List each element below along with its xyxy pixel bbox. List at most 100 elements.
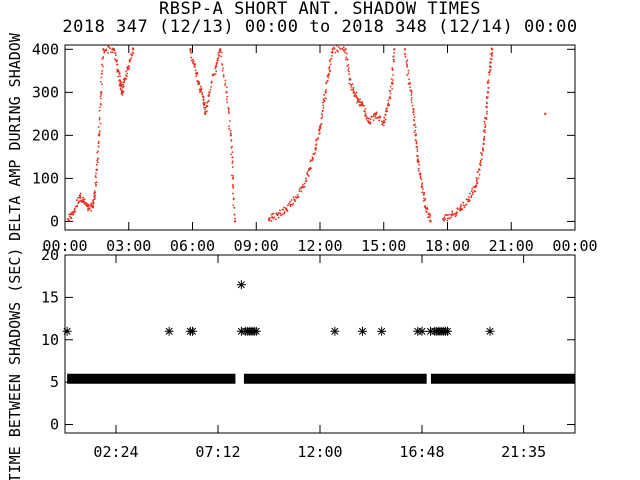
top-data-point xyxy=(415,141,418,144)
bottom-data-point xyxy=(358,326,367,336)
top-data-point xyxy=(95,184,97,187)
top-data-point xyxy=(391,88,394,90)
top-data-point xyxy=(448,217,451,220)
top-data-point xyxy=(544,112,547,116)
top-data-point xyxy=(231,151,234,154)
top-data-point xyxy=(386,107,388,110)
top-data-point xyxy=(470,194,473,197)
top-data-point xyxy=(309,160,312,163)
top-data-point xyxy=(404,53,407,56)
top-data-point xyxy=(410,90,413,93)
top-data-point xyxy=(228,120,231,122)
bottom-x-tick-label: 12:00 xyxy=(297,443,342,461)
top-data-point xyxy=(355,91,358,94)
bottom-y-tick-label: 5 xyxy=(50,373,59,391)
top-data-point xyxy=(389,85,392,88)
top-data-point xyxy=(326,79,329,82)
top-data-point xyxy=(300,187,303,190)
top-data-point xyxy=(229,129,232,132)
top-data-point xyxy=(97,142,100,145)
top-data-point xyxy=(410,97,413,99)
top-data-point xyxy=(201,93,204,96)
top-data-point xyxy=(273,216,276,219)
top-data-point xyxy=(96,161,99,164)
top-data-point xyxy=(232,197,235,200)
top-data-point xyxy=(86,203,89,206)
top-data-point xyxy=(392,58,395,61)
top-data-point xyxy=(341,47,344,50)
top-data-point xyxy=(346,65,349,68)
top-data-point xyxy=(327,76,330,79)
top-data-point xyxy=(100,93,103,96)
top-data-point xyxy=(279,209,281,212)
top-data-point xyxy=(77,196,80,199)
top-data-point xyxy=(221,69,224,72)
top-data-point xyxy=(388,96,391,99)
top-data-point xyxy=(117,70,120,73)
top-data-point xyxy=(477,171,479,173)
top-data-point xyxy=(474,186,477,189)
top-data-point xyxy=(489,61,492,63)
top-data-point xyxy=(442,218,445,221)
top-data-point xyxy=(208,91,211,94)
top-data-point xyxy=(420,178,423,181)
top-data-point xyxy=(73,208,76,211)
top-data-point xyxy=(95,176,97,179)
bottom-data-point xyxy=(377,326,387,336)
top-data-point xyxy=(487,87,490,89)
top-data-point xyxy=(471,193,474,196)
top-data-point xyxy=(429,216,431,218)
top-data-point xyxy=(329,59,331,61)
baseline-band xyxy=(430,373,575,384)
top-data-point xyxy=(374,117,377,119)
top-data-point xyxy=(393,60,395,63)
top-data-point xyxy=(387,99,390,102)
top-data-point xyxy=(131,48,135,51)
top-data-point xyxy=(369,118,372,121)
top-data-point xyxy=(370,115,373,118)
top-data-point xyxy=(486,110,488,113)
top-data-point xyxy=(125,75,128,78)
top-data-point xyxy=(202,98,205,101)
top-data-point xyxy=(309,166,312,169)
top-data-point xyxy=(472,191,474,194)
top-data-point xyxy=(328,60,331,63)
top-data-point xyxy=(94,181,97,184)
top-data-point xyxy=(97,150,99,153)
top-data-point xyxy=(129,58,132,61)
top-data-point xyxy=(302,185,305,188)
top-data-point xyxy=(232,187,235,189)
bottom-plot-frame xyxy=(64,254,576,434)
top-data-point xyxy=(470,190,473,193)
top-data-point xyxy=(482,149,485,152)
top-data-point xyxy=(93,194,96,197)
top-data-point xyxy=(189,49,192,52)
top-data-point xyxy=(116,63,119,66)
top-data-point xyxy=(428,212,431,215)
top-data-point xyxy=(222,75,225,78)
top-data-point xyxy=(412,113,415,116)
top-data-point xyxy=(420,183,423,186)
top-data-point xyxy=(70,211,73,214)
top-data-point xyxy=(121,92,123,94)
top-data-point xyxy=(393,51,396,54)
top-data-point xyxy=(466,198,468,201)
top-data-point xyxy=(289,200,292,203)
top-data-point xyxy=(490,58,493,61)
top-data-point xyxy=(419,175,422,178)
top-data-point xyxy=(117,75,120,78)
top-data-point xyxy=(205,104,208,107)
top-data-point xyxy=(298,190,301,193)
top-data-point xyxy=(78,200,81,203)
top-data-point xyxy=(416,145,419,148)
top-data-point xyxy=(363,104,365,107)
top-data-point xyxy=(364,110,366,113)
top-data-point xyxy=(98,106,101,109)
top-data-point xyxy=(214,67,217,70)
bottom-data-point xyxy=(330,326,340,336)
top-data-point xyxy=(214,73,217,75)
top-data-point xyxy=(393,48,396,51)
top-data-point xyxy=(216,61,219,64)
top-data-point xyxy=(200,88,203,90)
